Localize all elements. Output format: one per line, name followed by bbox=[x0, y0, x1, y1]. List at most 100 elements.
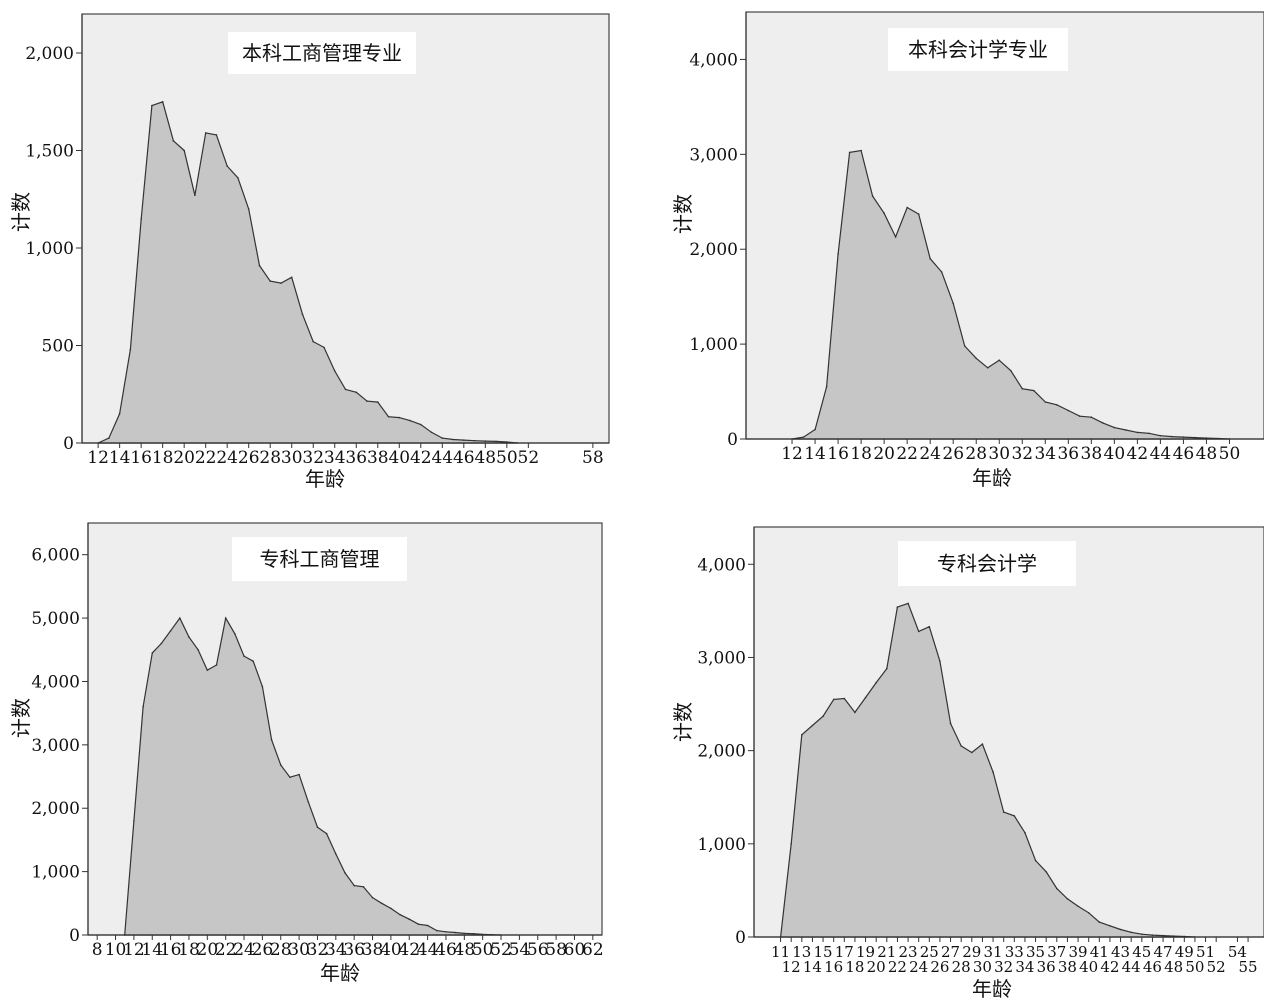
x-tick-label: 31 bbox=[984, 943, 1003, 961]
x-tick-label: 28 bbox=[965, 444, 987, 464]
data-point bbox=[108, 437, 110, 439]
data-point bbox=[1077, 905, 1079, 908]
data-point bbox=[183, 149, 185, 152]
data-point bbox=[1151, 934, 1154, 936]
x-tick-label: 40 bbox=[1079, 958, 1098, 976]
x-tick-label: 44 bbox=[417, 940, 439, 960]
data-point bbox=[215, 664, 218, 666]
data-point bbox=[445, 931, 447, 933]
x-tick-label: 49 bbox=[1175, 943, 1194, 961]
data-point bbox=[971, 751, 973, 754]
x-tick-label: 38 bbox=[362, 940, 384, 960]
x-tick-label: 20 bbox=[197, 940, 219, 960]
data-point bbox=[875, 681, 877, 684]
x-axis-label: 年龄 bbox=[972, 977, 1012, 1001]
data-point bbox=[420, 423, 422, 426]
x-tick-label: 28 bbox=[259, 448, 281, 468]
data-point bbox=[825, 386, 828, 388]
x-tick-label: 50 bbox=[496, 448, 518, 468]
data-point bbox=[399, 913, 401, 916]
x-tick-label: 40 bbox=[380, 940, 402, 960]
data-point bbox=[864, 696, 867, 699]
chart-title-box bbox=[228, 32, 416, 74]
data-point bbox=[843, 697, 846, 700]
y-tick-label: 5,000 bbox=[31, 609, 80, 629]
data-point bbox=[280, 282, 282, 284]
data-point bbox=[1044, 401, 1047, 403]
data-point bbox=[463, 439, 465, 441]
x-tick-label: 16 bbox=[824, 958, 843, 976]
x-tick-label: 24 bbox=[909, 958, 928, 976]
y-tick-label: 2,000 bbox=[25, 44, 74, 64]
x-tick-label: 16 bbox=[130, 448, 152, 468]
x-tick-label: 32 bbox=[994, 958, 1013, 976]
x-tick-label: 52 bbox=[518, 448, 540, 468]
data-point bbox=[986, 367, 989, 369]
y-tick-label: 1,500 bbox=[25, 142, 74, 162]
data-point bbox=[408, 918, 411, 920]
x-tick-label: 32 bbox=[302, 448, 324, 468]
x-axis-label: 年龄 bbox=[320, 961, 360, 985]
data-point bbox=[366, 400, 368, 402]
x-tick-label: 11 bbox=[771, 943, 790, 961]
y-tick-label: 0 bbox=[735, 928, 746, 948]
data-point bbox=[1119, 928, 1122, 931]
x-tick-label: 20 bbox=[173, 448, 195, 468]
data-point bbox=[906, 206, 908, 209]
data-point bbox=[258, 264, 261, 267]
x-tick-label: 60 bbox=[564, 940, 586, 960]
x-tick-label: 22 bbox=[195, 448, 217, 468]
data-point bbox=[194, 194, 196, 197]
x-axis-label: 年龄 bbox=[305, 467, 345, 491]
x-tick-label: 30 bbox=[288, 940, 310, 960]
data-point bbox=[1194, 436, 1196, 439]
data-point bbox=[928, 625, 931, 628]
x-tick-label: 50 bbox=[1219, 444, 1241, 464]
x-tick-label: 42 bbox=[1127, 444, 1149, 464]
data-point bbox=[854, 711, 856, 714]
data-point bbox=[387, 415, 390, 418]
data-point bbox=[380, 902, 383, 905]
y-axis-label: 计数 bbox=[671, 194, 695, 234]
data-point bbox=[371, 896, 374, 899]
data-point bbox=[1125, 429, 1127, 431]
x-tick-label: 14 bbox=[109, 448, 131, 468]
data-point bbox=[1013, 815, 1016, 817]
data-point bbox=[822, 715, 824, 717]
data-point bbox=[289, 776, 291, 778]
data-point bbox=[896, 606, 899, 608]
x-tick-label: 16 bbox=[827, 444, 849, 464]
data-point bbox=[224, 617, 227, 619]
data-point bbox=[280, 764, 282, 766]
data-point bbox=[301, 313, 304, 316]
y-tick-label: 0 bbox=[69, 926, 80, 946]
x-tick-label: 48 bbox=[1196, 444, 1218, 464]
data-point bbox=[335, 853, 337, 855]
data-point bbox=[1130, 931, 1132, 934]
x-tick-label: 52 bbox=[1207, 958, 1226, 976]
data-point bbox=[1136, 431, 1139, 434]
x-tick-label: 38 bbox=[1081, 444, 1103, 464]
x-tick-label: 45 bbox=[1132, 943, 1151, 961]
chart-title: 本科会计学专业 bbox=[908, 38, 1048, 62]
data-point bbox=[307, 801, 310, 803]
x-tick-label: 50 bbox=[1185, 958, 1204, 976]
x-tick-label: 26 bbox=[252, 940, 274, 960]
data-point bbox=[197, 649, 199, 651]
data-point bbox=[436, 929, 438, 932]
x-tick-label: 22 bbox=[215, 940, 237, 960]
data-point bbox=[270, 739, 273, 741]
x-tick-label: 55 bbox=[1239, 958, 1258, 976]
data-point bbox=[1102, 422, 1104, 424]
data-point bbox=[1098, 921, 1101, 923]
x-tick-label: 56 bbox=[527, 940, 549, 960]
y-tick-label: 0 bbox=[63, 434, 74, 454]
x-tick-label: 30 bbox=[973, 958, 992, 976]
x-tick-label: 20 bbox=[867, 958, 886, 976]
y-tick-label: 2,000 bbox=[689, 240, 738, 260]
data-point bbox=[473, 439, 476, 442]
data-point bbox=[344, 872, 346, 874]
data-point bbox=[226, 165, 228, 167]
x-tick-label: 42 bbox=[398, 940, 420, 960]
